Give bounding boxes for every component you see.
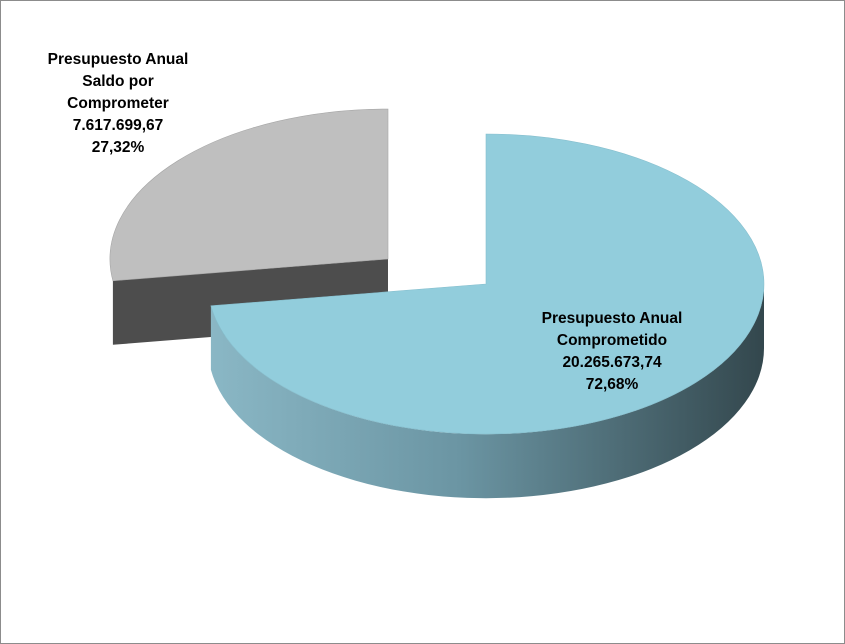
slice-side-comprometido <box>210 284 765 499</box>
slice-name-line-1: Presupuesto Anual <box>47 51 189 68</box>
slice-name-line-2: Saldo por <box>82 73 154 90</box>
slice-percent: 27,32% <box>91 139 145 156</box>
slice-saldo <box>109 108 389 282</box>
slice-label-saldo: Presupuesto Anual Saldo por Comprometer … <box>18 49 218 159</box>
slice-value: 20.265.673,74 <box>562 354 662 371</box>
slice-name-line-2: Comprometido <box>556 332 668 349</box>
slice-label-comprometido: Presupuesto Anual Comprometido 20.265.67… <box>512 308 712 396</box>
slice-value: 7.617.699,67 <box>72 117 164 134</box>
slice-name-line-1: Presupuesto Anual <box>541 310 683 327</box>
slice-name-line-3: Comprometer <box>67 95 169 112</box>
slice-comprometido <box>210 133 765 435</box>
slice-percent: 72,68% <box>585 376 639 393</box>
